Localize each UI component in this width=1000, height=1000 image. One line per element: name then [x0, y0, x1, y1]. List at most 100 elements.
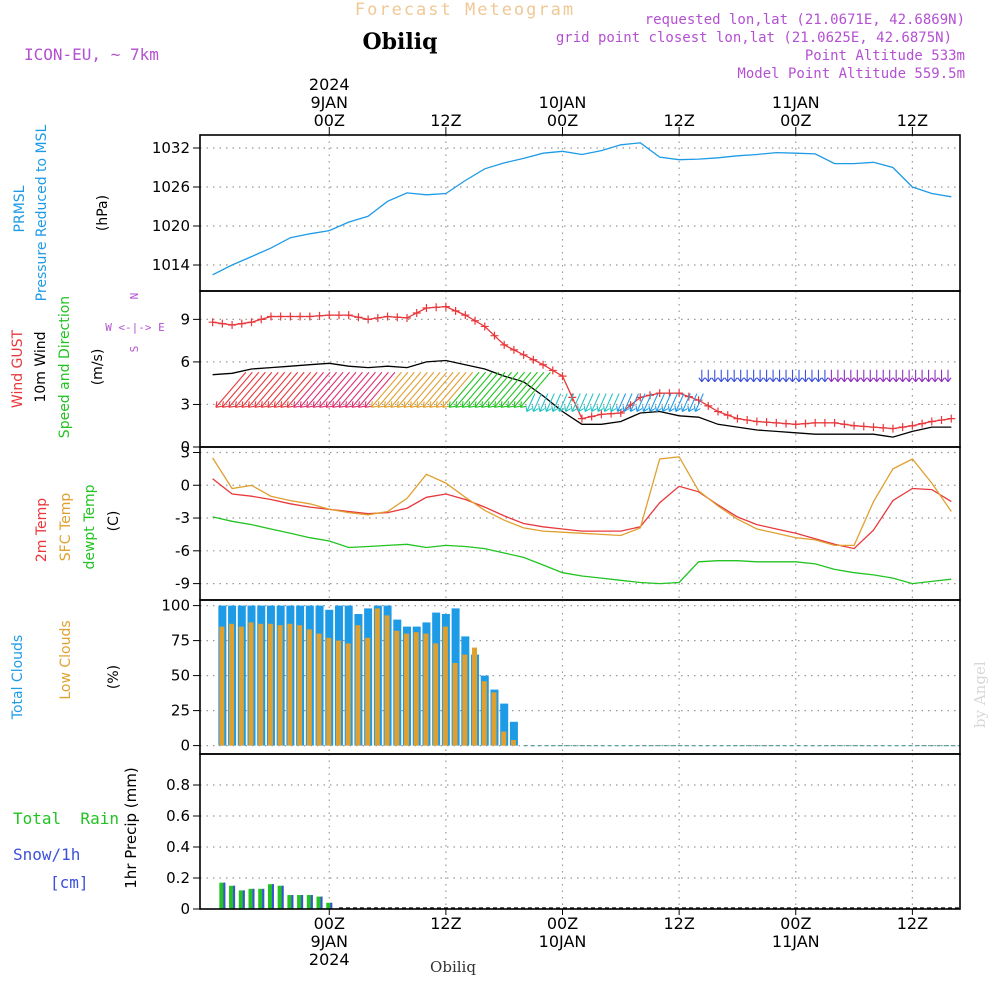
- precip-ytick-label: 0.6: [166, 807, 190, 825]
- top-axis-label: 00Z: [780, 111, 811, 130]
- gust-marker: [888, 424, 897, 433]
- rain-bar: [287, 895, 294, 909]
- wind-arrow: [312, 371, 344, 408]
- watermark: by Angel: [971, 661, 989, 728]
- gust-marker: [286, 312, 295, 321]
- gust-marker: [937, 416, 946, 425]
- gust-marker: [383, 312, 392, 321]
- wind-arrow: [544, 393, 555, 413]
- low-cloud-bar: [365, 637, 371, 746]
- low-cloud-bar: [413, 632, 419, 746]
- wind-arrow: [711, 369, 719, 383]
- low-cloud-bar: [404, 633, 410, 746]
- wind-arrow: [622, 393, 633, 413]
- total-cloud-bar: [500, 703, 509, 746]
- wind-arrow: [769, 369, 777, 383]
- rain-bar: [219, 882, 226, 909]
- wind-arrow: [448, 371, 480, 408]
- wind-arrow: [409, 371, 441, 408]
- location-title: Obiliq: [362, 29, 437, 55]
- temp-label-2m: 2m Temp: [34, 498, 50, 562]
- gridpoint-coords: grid point closest lon,lat (21.0625E, 42…: [556, 30, 952, 46]
- wind-arrow: [267, 371, 299, 408]
- wind-arrow: [879, 369, 887, 383]
- wind-arrow: [860, 369, 868, 383]
- gust-marker: [509, 345, 518, 354]
- gust-marker: [820, 418, 829, 427]
- wind-arrow: [763, 369, 771, 383]
- temp-label-sfc: SFC Temp: [58, 493, 74, 562]
- wind-arrow: [299, 371, 331, 408]
- cloud-panel: 0 25 50 75 100: [161, 597, 961, 755]
- bottom-axis-label: 2024: [309, 950, 350, 969]
- low-cloud-bar: [248, 622, 254, 746]
- pressure-label-prmsl: PRMSL: [12, 185, 28, 232]
- rain-bar: [267, 884, 274, 909]
- cloud-ytick-label: 75: [171, 632, 190, 650]
- temp-ytick-label: 3: [180, 443, 190, 461]
- gust-marker: [782, 419, 791, 428]
- wind-label-10m: 10m Wind: [33, 331, 49, 402]
- gust-marker: [587, 412, 596, 421]
- low-cloud-bar: [491, 692, 497, 746]
- wind-arrow: [564, 393, 575, 413]
- low-cloud-bar: [510, 740, 516, 746]
- low-cloud-bar: [297, 625, 303, 746]
- wind-ytick-label: 3: [180, 395, 190, 413]
- wind-arrow: [293, 371, 325, 408]
- gust-marker: [364, 315, 373, 324]
- top-axis-label: 2024: [309, 75, 350, 94]
- rain-bar: [238, 890, 245, 909]
- precip-frame: [199, 753, 961, 910]
- cloud-ytick-label: 0: [180, 737, 190, 755]
- gust-marker: [315, 311, 324, 320]
- sfc-temp-line: [212, 456, 952, 547]
- top-axis-label: 11JAN: [772, 93, 820, 112]
- cloud-labels: Total Clouds Low Clouds (%): [10, 620, 122, 720]
- wind-arrow: [247, 371, 279, 408]
- bottom-axis-label: 9JAN: [310, 932, 348, 951]
- gust-marker: [577, 414, 586, 423]
- wind-arrow: [480, 371, 512, 408]
- gust-marker: [791, 420, 800, 429]
- wind-label-speed-dir: Speed and Direction: [57, 296, 73, 438]
- bottom-axis-label: 12Z: [897, 914, 928, 933]
- wind-arrow: [370, 371, 402, 408]
- gust-marker: [529, 355, 538, 364]
- wind-arrow: [635, 393, 646, 413]
- gust-marker: [373, 313, 382, 322]
- cloud-ytick-label: 25: [171, 702, 190, 720]
- wind-arrow: [918, 369, 926, 383]
- 10m-wind-line: [212, 359, 952, 438]
- temp-frame: [199, 446, 961, 601]
- wind-arrow: [789, 369, 796, 383]
- model-label: ICON-EU, ~ 7km: [24, 45, 159, 64]
- gust-marker: [403, 313, 412, 322]
- gust-marker: [859, 422, 868, 431]
- precip-labels: Total Rain Snow/1h [cm] 1hr Precip (mm): [13, 767, 140, 892]
- wind-arrow: [628, 393, 640, 413]
- wind-ytick-label: 9: [180, 310, 190, 328]
- gust-marker: [432, 303, 441, 312]
- wind-arrow: [241, 371, 273, 408]
- low-cloud-bar: [335, 640, 341, 746]
- wind-arrow: [743, 369, 751, 383]
- wind-arrow: [570, 393, 581, 413]
- wind-arrow: [931, 369, 939, 383]
- wind-arrow: [661, 393, 672, 413]
- gust-marker: [772, 418, 781, 427]
- wind-arrow: [325, 371, 357, 408]
- temp-ylabel: (C): [106, 511, 122, 532]
- top-axis-label: 10JAN: [539, 93, 587, 112]
- precip-ytick-label: 0.8: [166, 776, 190, 794]
- precip-ytick-label: 0.2: [166, 869, 190, 887]
- gust-marker: [548, 366, 557, 375]
- low-cloud-bar: [462, 654, 468, 746]
- wind-arrow: [461, 371, 493, 408]
- bottom-axis-label: 00Z: [547, 914, 578, 933]
- precip-label-snow: Snow/1h: [13, 845, 80, 864]
- gust-marker: [840, 420, 849, 429]
- gust-marker: [344, 311, 353, 320]
- pressure-ytick-label: 1026: [152, 178, 190, 196]
